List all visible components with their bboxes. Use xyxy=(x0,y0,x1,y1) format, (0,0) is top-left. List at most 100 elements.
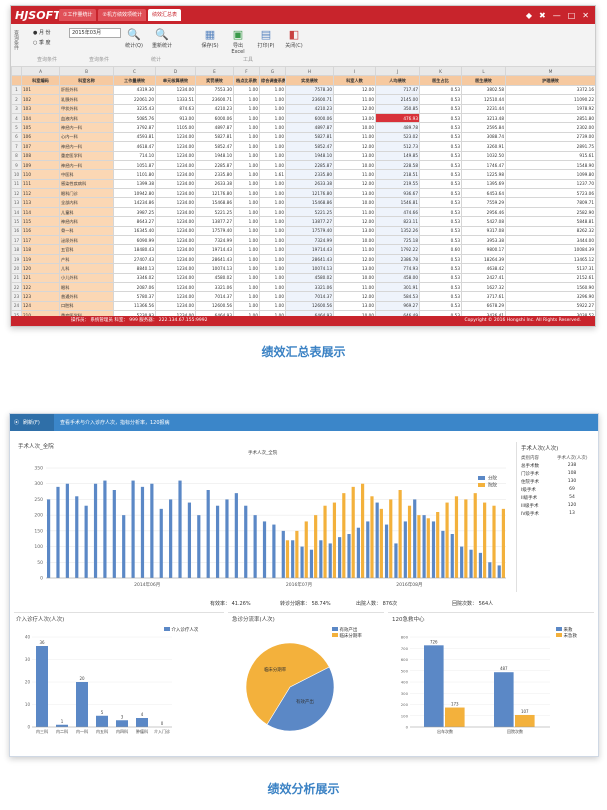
table-row[interactable]: 12 112 眼科门诊 10942.80 1234.00 12176.80 1.00 1.00… xyxy=(11,188,595,199)
table-cell[interactable]: 11090.22 xyxy=(505,94,595,105)
table-cell[interactable]: 228.58 xyxy=(375,159,420,171)
table-cell[interactable]: 10.00 xyxy=(333,235,376,246)
tools-icon[interactable]: ✖ xyxy=(539,10,546,20)
table-cell[interactable]: 2956.46 xyxy=(461,206,506,218)
table-row[interactable]: 23 123 普通外科 5780.37 1234.00 7014.37 1.00 1.00 70… xyxy=(11,291,595,302)
table-cell[interactable]: 12.00 xyxy=(333,103,376,114)
table-cell[interactable]: 109 xyxy=(21,159,60,171)
table-cell[interactable]: 0.53 xyxy=(419,216,462,227)
table-cell[interactable]: 101 xyxy=(21,84,60,96)
table-cell[interactable]: 18480.43 xyxy=(113,244,156,255)
column-header[interactable]: 奖罚绩效 xyxy=(195,75,234,86)
table-cell[interactable]: 12.00 xyxy=(333,141,376,152)
table-cell[interactable]: 11.00 xyxy=(333,281,376,293)
table-cell[interactable]: 1.00 xyxy=(233,300,260,312)
minimize-button[interactable]: — xyxy=(552,10,561,20)
table-cell[interactable]: 2739.00 xyxy=(505,131,595,143)
table-cell[interactable]: 1.00 xyxy=(233,122,260,133)
table-cell[interactable]: 12.00 xyxy=(333,253,376,265)
table-cell[interactable]: 14 xyxy=(11,206,22,218)
table-cell[interactable]: 969.27 xyxy=(375,300,420,312)
table-cell[interactable]: 4210.23 xyxy=(285,103,334,114)
table-cell[interactable]: 14234.86 xyxy=(113,197,156,208)
column-header[interactable]: 护理绩效 xyxy=(505,75,595,86)
table-cell[interactable]: 9800.17 xyxy=(461,244,506,255)
column-letter[interactable]: C xyxy=(113,66,156,77)
table-cell[interactable]: 4618.47 xyxy=(113,141,156,152)
table-cell[interactable]: 0.53 xyxy=(419,291,462,302)
table-cell[interactable]: 102 xyxy=(21,94,60,105)
table-cell[interactable]: 1.00 xyxy=(259,178,286,190)
table-cell[interactable]: 1.00 xyxy=(259,131,286,143)
table-cell[interactable]: 1352.26 xyxy=(375,225,420,237)
table-cell[interactable]: 1.00 xyxy=(233,235,260,246)
table-cell[interactable]: 3717.61 xyxy=(461,291,506,302)
column-header[interactable]: 医生占比 xyxy=(419,75,462,86)
table-cell[interactable]: 2087.06 xyxy=(113,281,156,293)
table-cell[interactable]: 1.00 xyxy=(259,263,286,274)
table-cell[interactable]: 4638.42 xyxy=(461,263,506,274)
table-cell[interactable]: 5780.37 xyxy=(113,291,156,302)
table-cell[interactable]: 5 xyxy=(11,122,22,133)
table-cell[interactable]: 2231.44 xyxy=(461,103,506,114)
table-cell[interactable]: 神经内科 xyxy=(59,216,114,227)
table-cell[interactable]: 1333.51 xyxy=(155,94,196,105)
table-cell[interactable]: 2285.87 xyxy=(285,159,334,171)
table-cell[interactable]: 1.00 xyxy=(259,103,286,114)
table-cell[interactable]: 6678.29 xyxy=(461,300,506,312)
table-cell[interactable]: 1234.00 xyxy=(155,216,196,227)
table-cell[interactable]: 114 xyxy=(21,206,60,218)
table-cell[interactable]: 0.53 xyxy=(419,272,462,284)
table-cell[interactable]: 眼科 xyxy=(59,281,114,293)
table-cell[interactable]: 13.00 xyxy=(333,150,376,161)
table-cell[interactable]: 115 xyxy=(21,216,60,227)
table-cell[interactable]: 全部内科 xyxy=(59,197,114,208)
table-cell[interactable]: 1234.00 xyxy=(155,159,196,171)
table-cell[interactable]: 4897.87 xyxy=(285,122,334,133)
table-cell[interactable]: 1.00 xyxy=(233,84,260,96)
table-cell[interactable]: 3038.52 xyxy=(505,310,595,316)
table-cell[interactable]: 1234.00 xyxy=(155,169,196,180)
table-cell[interactable]: 13.00 xyxy=(333,112,376,124)
table-cell[interactable]: 1.00 xyxy=(259,235,286,246)
table-cell[interactable]: 1746.47 xyxy=(461,159,506,171)
table-cell[interactable]: 5852.47 xyxy=(285,141,334,152)
table-cell[interactable]: 3792.87 xyxy=(113,122,156,133)
table-cell[interactable]: 1.00 xyxy=(259,291,286,302)
table-cell[interactable]: 15468.86 xyxy=(195,197,234,208)
table-cell[interactable]: 12510.44 xyxy=(461,94,506,105)
table-cell[interactable]: 1.00 xyxy=(259,225,286,237)
table-cell[interactable]: 8643.27 xyxy=(113,216,156,227)
table-cell[interactable]: 0.53 xyxy=(419,131,462,143)
table-cell[interactable]: 1.00 xyxy=(259,216,286,227)
table-cell[interactable]: 1.00 xyxy=(233,188,260,199)
table-cell[interactable]: 219.55 xyxy=(375,178,420,190)
table-cell[interactable]: 12 xyxy=(11,188,22,199)
table-row[interactable]: 20 120 儿科 8840.13 1234.00 10074.13 1.00 1.00 100… xyxy=(11,263,595,274)
table-cell[interactable]: 7 xyxy=(11,141,22,152)
table-cell[interactable]: 22 xyxy=(11,281,22,293)
table-row[interactable]: 13 113 全部内科 14234.86 1234.00 15468.86 1.00 1.00… xyxy=(11,197,595,208)
table-cell[interactable]: 1105.00 xyxy=(155,122,196,133)
table-cell[interactable]: 1.00 xyxy=(233,103,260,114)
table-cell[interactable]: 17 xyxy=(11,235,22,246)
table-cell[interactable]: 0.53 xyxy=(419,197,462,208)
table-cell[interactable]: 0.53 xyxy=(419,253,462,265)
table-cell[interactable]: 5723.06 xyxy=(505,188,595,199)
table-cell[interactable]: 5827.81 xyxy=(195,131,234,143)
column-header[interactable]: 科室编码 xyxy=(21,75,60,86)
table-cell[interactable]: 2145.00 xyxy=(375,94,420,105)
table-cell[interactable]: 117 xyxy=(21,235,60,246)
table-cell[interactable]: 4319.30 xyxy=(113,84,156,96)
table-cell[interactable]: 8840.13 xyxy=(113,263,156,274)
table-cell[interactable]: 2851.80 xyxy=(505,112,595,124)
table-cell[interactable]: 3987.25 xyxy=(113,206,156,218)
table-cell[interactable]: 7553.30 xyxy=(195,84,234,96)
column-letter[interactable]: L xyxy=(461,66,506,77)
table-cell[interactable]: 5427.08 xyxy=(461,216,506,227)
table-cell[interactable]: 23600.71 xyxy=(195,94,234,105)
table-cell[interactable]: 3213.48 xyxy=(461,112,506,124)
table-cell[interactable]: 1548.90 xyxy=(505,159,595,171)
table-cell[interactable]: 0.53 xyxy=(419,141,462,152)
table-cell[interactable]: 1.00 xyxy=(233,178,260,190)
